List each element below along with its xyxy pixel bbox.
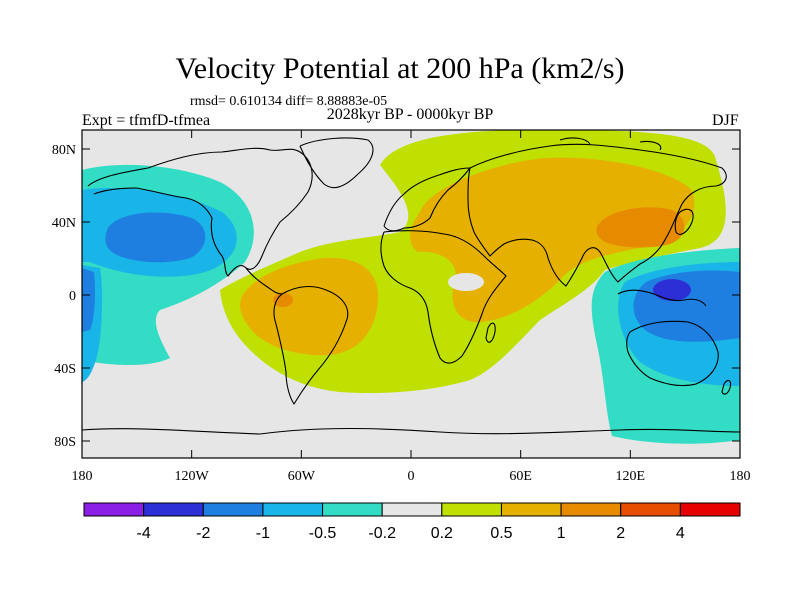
coast-australia xyxy=(626,320,719,387)
colorbar-swatch xyxy=(500,502,562,517)
pos-strong-south-america xyxy=(273,293,293,307)
x-tick-label: 120E xyxy=(616,469,646,484)
y-tick-label: 80N xyxy=(52,143,76,158)
pos-strong-east-asia xyxy=(596,207,685,248)
neg-strong-west-edge xyxy=(82,268,95,332)
colorbar-swatch xyxy=(322,502,383,517)
chart-title: Velocity Potential at 200 hPa (km2/s) xyxy=(175,52,625,85)
coast-indonesia xyxy=(617,289,707,307)
coast-europe xyxy=(383,167,471,232)
x-tick-label: 120W xyxy=(175,469,210,484)
colorbar-label: -1 xyxy=(256,525,270,542)
colorbar-swatch xyxy=(560,502,622,517)
x-tick-label: 60W xyxy=(288,469,316,484)
coast-asia xyxy=(467,143,727,287)
colorbar-swatch xyxy=(202,502,264,517)
colorbar-swatch xyxy=(441,502,502,517)
y-tick-label: 0 xyxy=(69,289,76,304)
colorbar-label: -0.5 xyxy=(309,525,337,542)
y-tick-label: 40N xyxy=(52,216,76,231)
x-tick-label: 60E xyxy=(509,469,532,484)
stats-line: rmsd= 0.610134 diff= 8.88883e-05 xyxy=(190,94,388,109)
coast-antarctica xyxy=(82,427,740,435)
coastlines xyxy=(82,137,740,435)
coast-madagascar xyxy=(485,322,496,343)
colorbar: -4 -2 -1 -0.5 -0.2 0.2 0.5 1 2 4 xyxy=(83,502,741,542)
neg-strong-indonesia xyxy=(633,270,740,342)
coast-central-america xyxy=(245,267,283,295)
coast-new-zealand xyxy=(721,379,732,395)
x-tick-label: 180 xyxy=(730,469,751,484)
y-tick-label: 40S xyxy=(54,362,76,377)
neutral-hole-africa xyxy=(448,273,484,291)
x-tick-label: 180 xyxy=(72,469,93,484)
colorbar-label: -2 xyxy=(196,525,210,542)
coast-japan xyxy=(674,208,694,235)
colorbar-swatch xyxy=(381,502,443,517)
coast-greenland xyxy=(299,137,374,189)
colorbar-swatch xyxy=(679,502,741,517)
colorbar-swatch xyxy=(83,502,145,517)
contour-field xyxy=(82,130,740,458)
x-axis: 180 120W 60W 0 60E 120E 180 xyxy=(72,130,751,484)
neg-strong-north-pacific xyxy=(105,212,206,263)
colorbar-label: 0.2 xyxy=(431,525,453,542)
colorbar-swatch xyxy=(620,502,681,517)
neg-core-west-pacific xyxy=(653,279,691,301)
season-label: DJF xyxy=(712,112,739,129)
coast-south-america xyxy=(273,285,349,405)
colorbar-label: 0.5 xyxy=(490,525,512,542)
colorbar-swatch xyxy=(262,502,324,517)
colorbar-label: 2 xyxy=(616,525,625,542)
colorbar-swatch xyxy=(143,502,204,517)
colorbar-label: -0.2 xyxy=(368,525,396,542)
y-tick-label: 80S xyxy=(54,435,76,450)
y-axis: 80N 40N 0 40S 80S xyxy=(52,143,740,450)
x-tick-label: 0 xyxy=(408,469,415,484)
colorbar-label: -4 xyxy=(137,525,151,542)
pos-mid-south-america xyxy=(240,257,379,356)
coast-north-america xyxy=(87,147,313,277)
coast-africa xyxy=(380,230,507,364)
period-label: 2028kyr BP - 0000kyr BP xyxy=(326,106,494,123)
experiment-label: Expt = tfmfD-tfmea xyxy=(82,112,211,129)
colorbar-label: 4 xyxy=(676,525,685,542)
coast-arctic-islands xyxy=(559,137,662,151)
colorbar-label: 1 xyxy=(557,525,566,542)
